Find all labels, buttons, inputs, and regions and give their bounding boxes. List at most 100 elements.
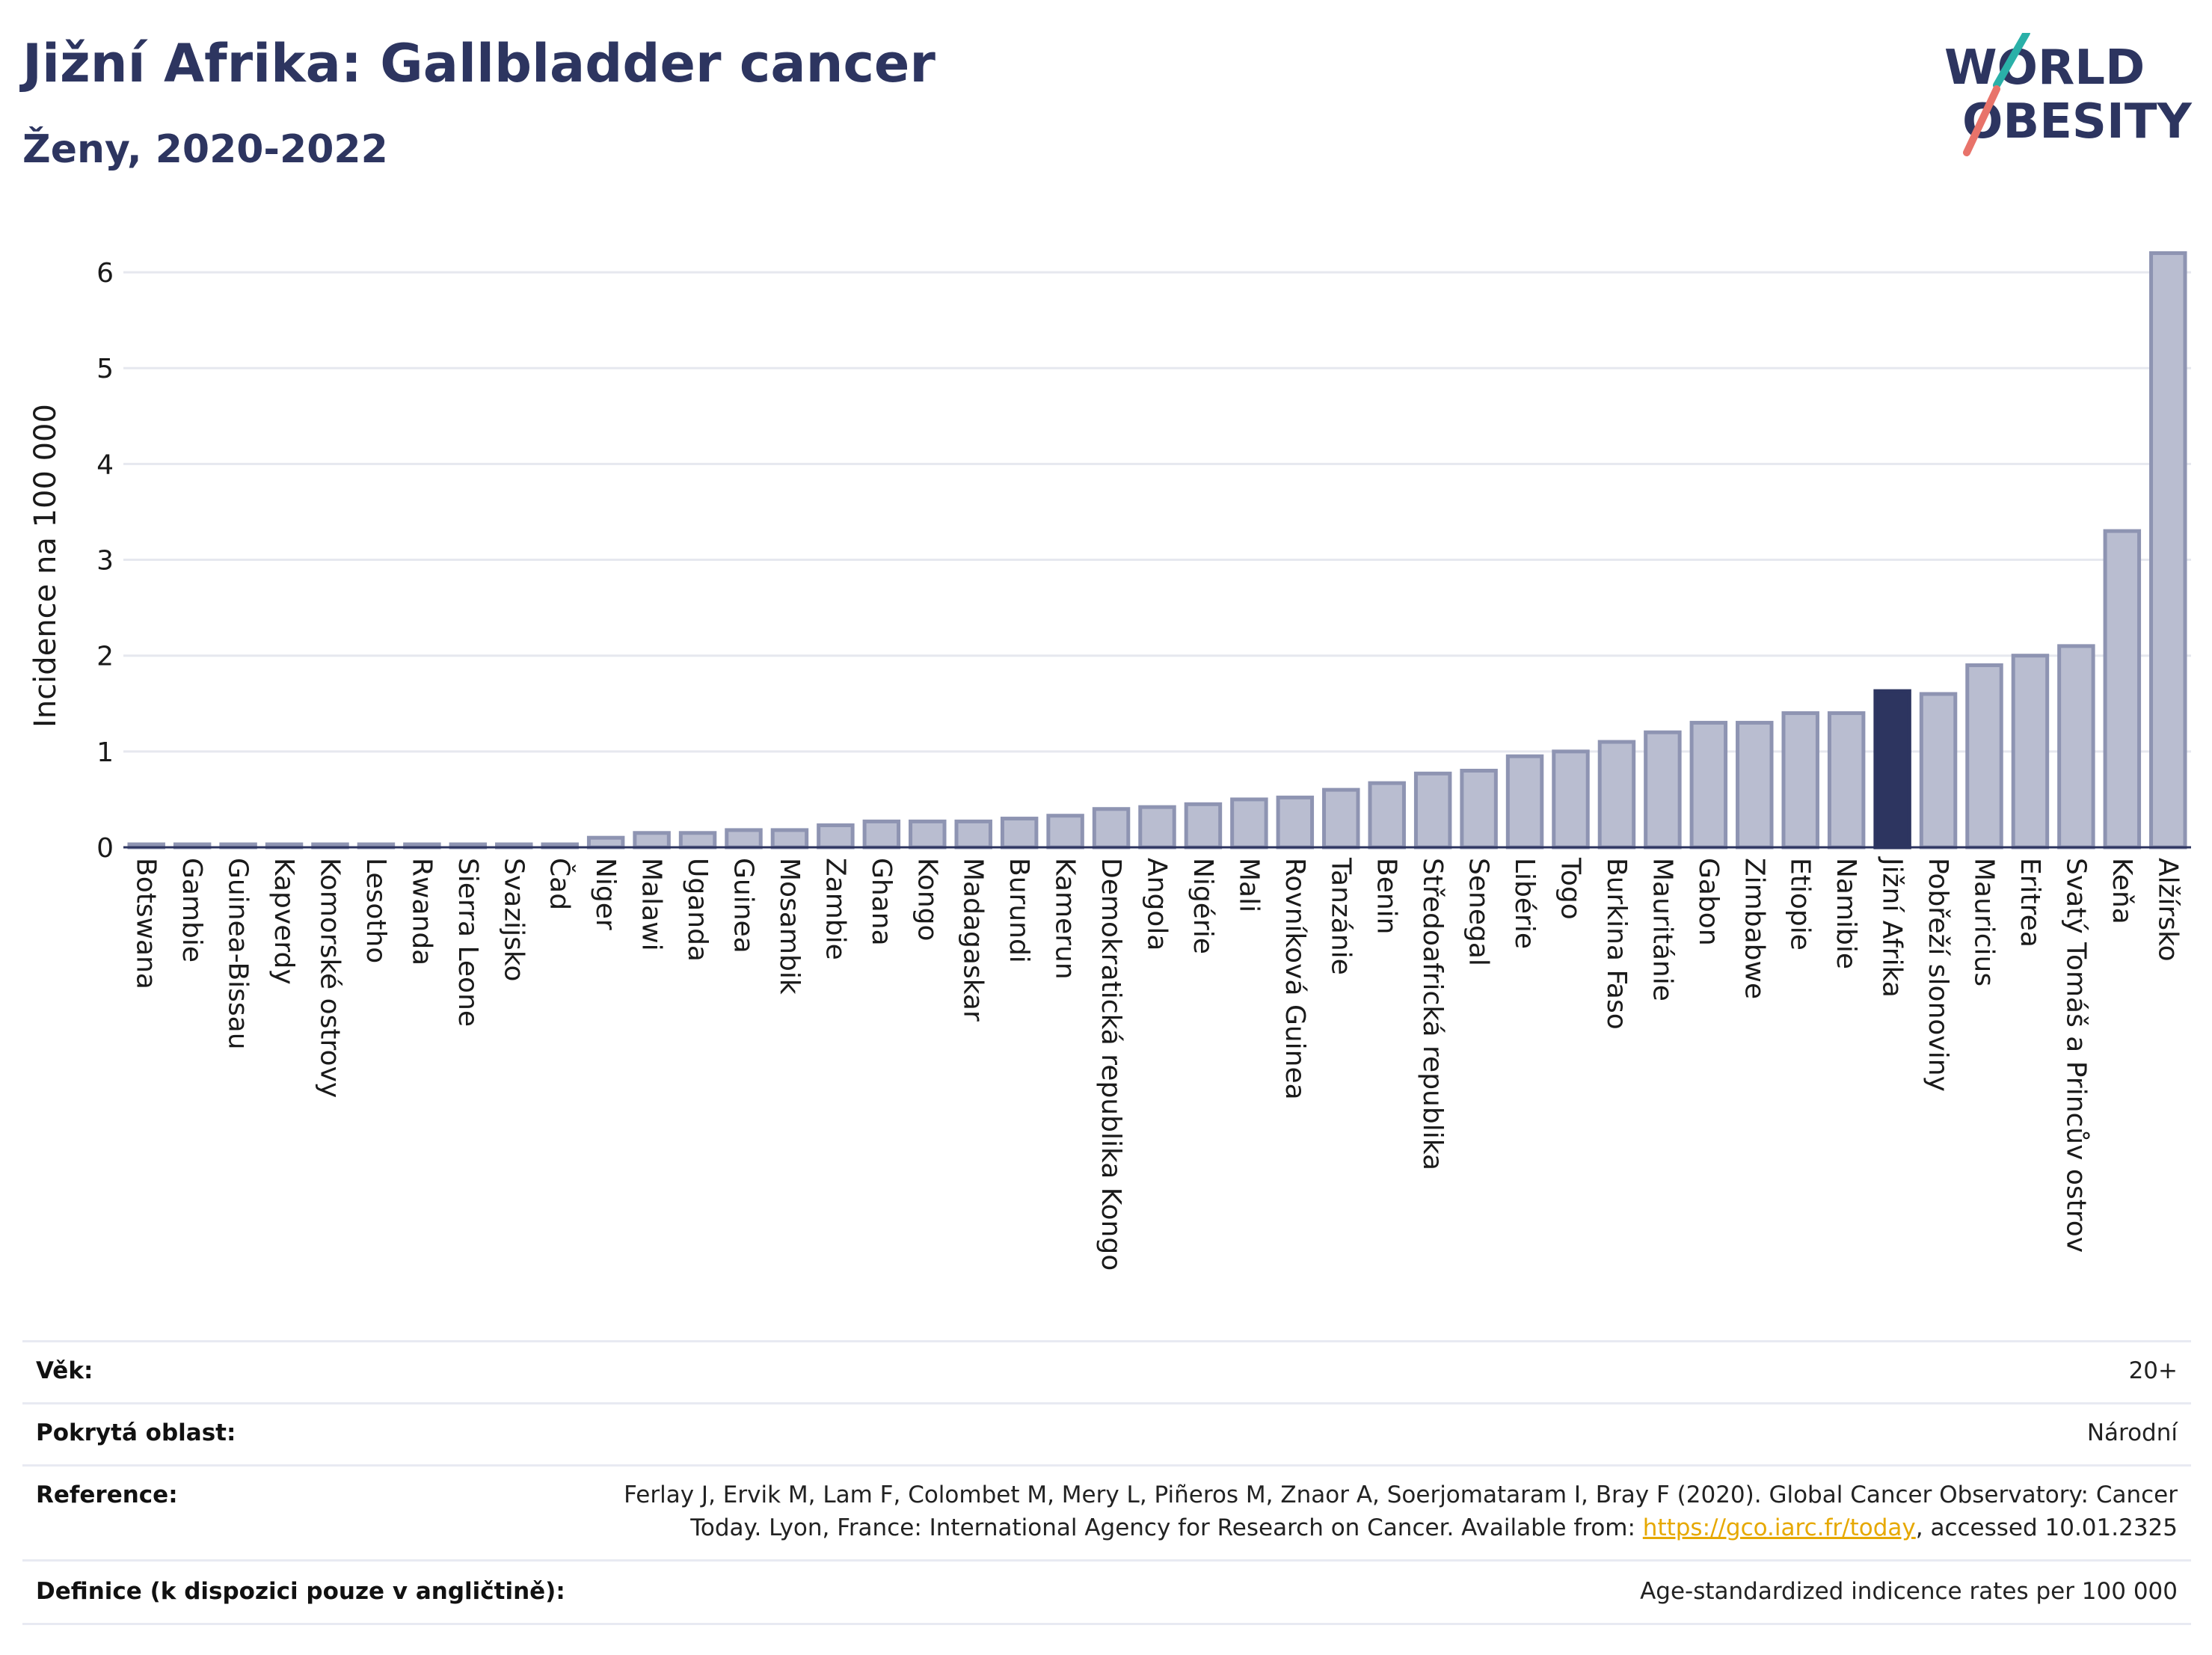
- x-tick-label: Togo: [1555, 857, 1586, 920]
- reference-line2: Today. Lyon, France: International Agenc…: [624, 1511, 2178, 1544]
- y-tick-label: 3: [96, 546, 114, 577]
- page-subtitle: Ženy, 2020-2022: [22, 127, 388, 172]
- x-tick-label: Botswana: [131, 858, 162, 989]
- bar-36: [1736, 720, 1774, 850]
- bar-40: [1919, 692, 1958, 850]
- bar-11: [586, 835, 625, 850]
- world-obesity-logo: WORLD OBESITY: [1944, 33, 2192, 156]
- x-tick-label: Burkina Faso: [1601, 858, 1632, 1030]
- x-tick-label: Svatý Tomáš a Princův ostrov: [2060, 858, 2091, 1253]
- bar-31: [1505, 754, 1544, 850]
- x-tick-label: Kongo: [912, 858, 942, 942]
- bar-17: [862, 819, 901, 850]
- bar-37: [1781, 711, 1819, 850]
- x-tick-label: Namibie: [1831, 858, 1861, 969]
- reference-label: Reference:: [36, 1481, 178, 1508]
- y-axis-label: Incidence na 100 000: [28, 404, 63, 728]
- x-tick-label: Guinea: [728, 858, 759, 954]
- bar-44: [2103, 529, 2142, 850]
- bar-26: [1276, 795, 1315, 850]
- reference-line1: Ferlay J, Ervik M, Lam F, Colombet M, Me…: [624, 1481, 2178, 1508]
- y-tick-label: 4: [96, 449, 114, 480]
- bar-43: [2057, 644, 2095, 850]
- definition-value: Age-standardized indicence rates per 100…: [1640, 1578, 2178, 1605]
- x-tick-label: Tanzánie: [1325, 857, 1356, 975]
- bar-13: [678, 831, 717, 850]
- x-tick-label: Kamerun: [1050, 858, 1081, 980]
- bar-45: [2149, 251, 2187, 850]
- y-tick-label: 5: [96, 354, 114, 384]
- x-tick-label: Svazijsko: [498, 858, 529, 981]
- reference-value: Ferlay J, Ervik M, Lam F, Colombet M, Me…: [624, 1479, 2178, 1544]
- x-tick-label: Kapverdy: [268, 858, 299, 985]
- y-tick-label: 6: [96, 258, 114, 289]
- bar-21: [1046, 814, 1084, 850]
- x-tick-label: Uganda: [682, 858, 713, 962]
- x-tick-label: Angola: [1142, 858, 1173, 951]
- bar-18: [909, 819, 947, 850]
- x-tick-label: Mosambik: [774, 858, 805, 995]
- x-tick-label: Rovníková Guinea: [1279, 858, 1310, 1100]
- bar-24: [1184, 802, 1223, 850]
- logo-line1: WORLD: [1944, 40, 2145, 96]
- x-tick-label: Nigérie: [1188, 858, 1218, 954]
- y-tick-label: 0: [96, 833, 114, 864]
- table-row-definition: Definice (k dispozici pouze v angličtině…: [22, 1559, 2191, 1625]
- x-tick-label: Mauricius: [1969, 858, 2000, 986]
- x-tick-label: Burundi: [1004, 858, 1034, 963]
- x-tick-label: Senegal: [1463, 858, 1494, 966]
- grid-lines: [123, 271, 2191, 753]
- y-tick-label: 2: [96, 642, 114, 672]
- bar-38: [1827, 711, 1866, 850]
- logo-line2: OBESITY: [1962, 94, 2192, 150]
- x-tick-label: Eritrea: [2015, 858, 2045, 948]
- x-tick-label: Gambie: [176, 858, 207, 962]
- x-tick-label: Mauritánie: [1647, 858, 1677, 1001]
- x-tick-label: Libérie: [1509, 858, 1540, 949]
- bar-42: [2011, 654, 2050, 850]
- reference-line2-post: , accessed 10.01.2325: [1915, 1514, 2178, 1541]
- x-tick-label: Rwanda: [406, 858, 437, 965]
- bar-19: [954, 819, 992, 850]
- reference-line2-pre: Today. Lyon, France: International Agenc…: [690, 1514, 1643, 1541]
- logo-teal-stroke: [1993, 33, 2030, 89]
- x-tick-label: Madagaskar: [958, 858, 989, 1022]
- x-tick-label: Keňa: [2107, 858, 2137, 924]
- y-tick-label: 1: [96, 737, 114, 768]
- info-table: Věk: 20+ Pokrytá oblast: Národní Referen…: [22, 1340, 2191, 1625]
- x-tick-label: Zambie: [820, 858, 850, 960]
- x-tick-label: Čad: [544, 858, 576, 910]
- x-tick-label: Gabon: [1693, 858, 1724, 946]
- table-row-area: Pokrytá oblast: Národní: [22, 1402, 2191, 1464]
- bars: [127, 251, 2187, 850]
- x-tick-label: Pobřeží slonoviny: [1923, 858, 1953, 1092]
- x-tick-label: Lesotho: [360, 858, 391, 963]
- x-tick-label: Ghana: [866, 858, 897, 946]
- bar-32: [1552, 749, 1590, 850]
- bar-22: [1092, 807, 1131, 850]
- x-tick-label: Mali: [1233, 858, 1264, 912]
- x-tick-label: Sierra Leone: [452, 858, 483, 1027]
- bar-28: [1368, 781, 1406, 850]
- x-tick-label: Středoafrická republika: [1417, 858, 1448, 1170]
- reference-link[interactable]: https://gco.iarc.fr/today: [1642, 1514, 1916, 1541]
- bar-23: [1138, 805, 1176, 850]
- area-value: Národní: [2086, 1419, 2178, 1446]
- bar-34: [1644, 730, 1682, 850]
- x-tick-label: Malawi: [636, 858, 667, 951]
- page-title: Jižní Afrika: Gallbladder cancer: [22, 33, 936, 94]
- x-tick-label: Etiopie: [1785, 858, 1816, 951]
- x-tick-label: Komorské ostrovy: [315, 858, 345, 1098]
- age-value: 20+: [2128, 1357, 2178, 1384]
- x-tick-label: Demokratická republika Kongo: [1096, 858, 1126, 1271]
- x-tick-label: Niger: [590, 858, 621, 930]
- logo-coral-stroke: [1963, 85, 2000, 156]
- bar-20: [1000, 817, 1039, 850]
- table-row-reference: Reference: Ferlay J, Ervik M, Lam F, Col…: [22, 1464, 2191, 1559]
- bar-29: [1413, 771, 1452, 850]
- bar-chart: 0 1 2 3 4 5 6 Botswana Gambie Guinea-Bissau Kapve…: [28, 251, 2191, 1271]
- x-axis-ticks: Botswana Gambie Guinea-Bissau Kapverdy Komor…: [131, 856, 2184, 1271]
- bar-16: [817, 823, 855, 850]
- definition-label: Definice (k dispozici pouze v angličtině…: [36, 1578, 565, 1605]
- y-axis-ticks: 0 1 2 3 4 5 6: [96, 258, 114, 864]
